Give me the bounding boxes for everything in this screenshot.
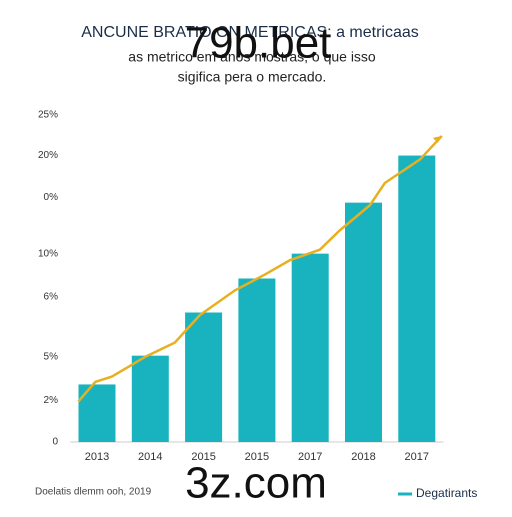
y-tick-label: 5%	[44, 352, 59, 363]
source: Doelatis dlemm ooh, 2019	[35, 487, 152, 498]
y-tick-label: 10%	[38, 248, 58, 259]
chart-title: ANCUNE BRATIO ON METRICAS: a metricaas	[81, 24, 419, 41]
y-tick-label: 0	[52, 437, 58, 448]
x-tick-label: 2014	[138, 451, 162, 463]
bar	[238, 278, 276, 442]
bar	[185, 312, 223, 442]
trend-arrow	[432, 135, 442, 143]
y-tick-label: 2%	[44, 395, 59, 406]
x-tick-label: 2018	[351, 451, 375, 463]
y-tick-label: 6%	[44, 291, 59, 302]
bar	[291, 253, 329, 442]
y-tick-label: 25%	[38, 110, 58, 121]
x-tick-label: 2013	[85, 451, 109, 463]
trend-line	[77, 135, 443, 403]
x-tick-label: 2017	[298, 451, 322, 463]
bar	[131, 355, 169, 442]
legend-label: Degatirants	[416, 486, 477, 500]
subtitle: sigifica pera o mercado.	[178, 69, 327, 85]
x-tick-label: 2017	[405, 451, 429, 463]
subtitle: as metrico em anos mostras, o que isso	[128, 49, 376, 65]
x-tick-label: 2015	[191, 451, 215, 463]
y-tick-label: 20%	[38, 150, 58, 161]
bar	[398, 155, 436, 442]
x-tick-label: 2015	[245, 451, 269, 463]
watermark: 3z.com	[185, 459, 327, 508]
bar	[345, 202, 382, 442]
y-tick-label: 0%	[44, 192, 59, 203]
watermark: 79b.bet	[185, 19, 332, 68]
